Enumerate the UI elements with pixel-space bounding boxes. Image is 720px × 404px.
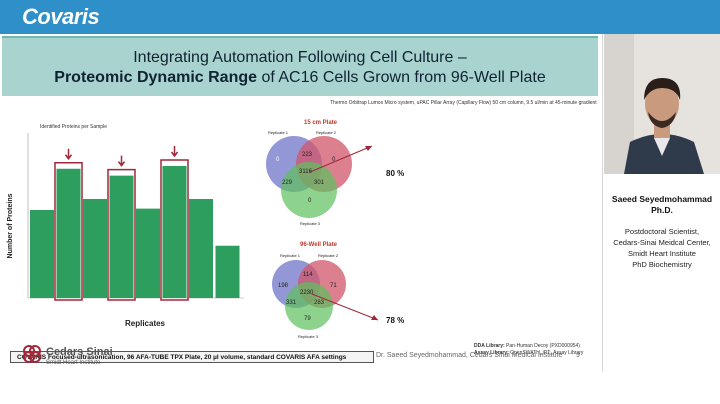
venn-bottom-right: 71 — [330, 283, 337, 289]
covaris-logo: Covaris — [22, 4, 100, 29]
venn-bottom-left: 198 — [278, 283, 289, 289]
slide-title-line1: Integrating Automation Following Cell Cu… — [133, 49, 467, 66]
venn-diagrams: 15 cm Plate Replicate 1 Replicate 2 0 22… — [266, 120, 404, 339]
speaker-video — [604, 34, 720, 174]
venn-bottom-rep2: Replicate 2 — [318, 253, 339, 258]
assay-library-label: Assay Library: — [474, 350, 509, 356]
venn-top-arrow — [309, 145, 373, 173]
venn-top-title: 15 cm Plate — [304, 120, 338, 126]
venn-top-bottom: 0 — [308, 198, 312, 204]
venn-bottom-topval: 114 — [303, 272, 313, 278]
venn-top-rep3: Replicate 3 — [300, 221, 321, 226]
slide-title-rest: of AC16 Cells Grown from 96-Well Plate — [257, 69, 546, 86]
speaker-role-3: Smidt Heart Institute — [628, 249, 696, 258]
assay-library-value: OpenSWATH_iRT_Assay Library — [510, 350, 584, 356]
slide-title-line2: Proteomic Dynamic Range of AC16 Cells Gr… — [2, 69, 598, 87]
speaker-role-2: Cedars-Sinai Meidcal Center, — [613, 238, 711, 247]
highlight-arrow — [170, 146, 179, 158]
venn-top-percent: 80 % — [386, 169, 404, 178]
institution-subtitle: Smidt Heart Institute — [46, 360, 101, 366]
speaker-name-line2: Ph.D. — [651, 205, 673, 215]
highlight-box — [160, 159, 189, 301]
venn-top-bl: 229 — [282, 180, 293, 186]
highlight-box — [54, 162, 83, 301]
venn-bottom-bottom: 79 — [304, 316, 311, 322]
speaker-role-4: PhD Biochemistry — [632, 260, 692, 269]
top-banner: Covaris — [0, 0, 720, 34]
slide-title-bold: Proteomic Dynamic Range — [54, 69, 258, 86]
venn-bottom-percent: 78 % — [386, 316, 404, 325]
x-axis-label: Replicates — [125, 319, 166, 328]
venn-bottom-center: 2230 — [300, 290, 314, 296]
venn-top-topval: 223 — [302, 152, 313, 158]
venn-top-arrowhead — [365, 146, 372, 151]
chart-bars — [27, 133, 244, 301]
venn-top-rep1: Replicate 1 — [268, 130, 289, 135]
venn-bottom-arrow — [311, 293, 379, 321]
chart-bar — [30, 210, 54, 298]
speaker-name: Saeed Seyedmohammad Ph.D. — [604, 194, 720, 216]
venn-top-center: 3116 — [299, 169, 313, 175]
bar-chart: Identified Proteins per Sample Number of… — [7, 124, 244, 328]
speaker-role-1: Postdoctoral Scientist, — [624, 227, 700, 236]
assay-library-line: Assay Library: OpenSWATH_iRT_Assay Libra… — [474, 350, 583, 357]
speaker-info: Saeed Seyedmohammad Ph.D. Postdoctoral S… — [604, 186, 720, 286]
chart-bar — [56, 168, 81, 298]
dda-library-value: Pan-Human Decoy (PXD000954) — [506, 343, 580, 349]
venn-top-right: 0 — [332, 157, 336, 163]
venn-bottom-br: 283 — [314, 300, 325, 306]
chart-bar — [162, 166, 187, 298]
institution-name: Cedars Sinai — [46, 346, 113, 358]
instrument-note: Thermo Orbitrap Lumos Micro system, uPAC… — [330, 100, 597, 106]
cedars-logo-icon — [23, 345, 41, 363]
protocol-box: COVARIS Focused-ultrasonication, 96 AFA-… — [10, 351, 374, 363]
highlight-arrow — [117, 155, 126, 167]
slide: Integrating Automation Following Cell Cu… — [0, 34, 603, 372]
dda-library-label: DDA Library: — [474, 343, 505, 349]
venn-bottom-rep3: Replicate 3 — [298, 334, 319, 339]
venn-bottom-bl: 331 — [286, 300, 297, 306]
highlight-box — [107, 168, 136, 301]
speaker-name-line1: Saeed Seyedmohammad — [611, 194, 713, 204]
chart-bar — [109, 175, 134, 298]
venn-top-br: 301 — [314, 180, 325, 186]
venn-bottom-rep1: Replicate 1 — [280, 253, 301, 258]
venn-bottom-arrowhead — [371, 315, 378, 320]
slide-footer: Dr. Saeed Seyedmohammad, Cedars Sinai Me… — [376, 352, 563, 359]
highlight-arrow — [64, 148, 73, 160]
venn-bottom-title: 96-Well Plate — [300, 242, 338, 248]
chart-caption: Identified Proteins per Sample — [40, 124, 107, 130]
dda-library-line: DDA Library: Pan-Human Decoy (PXD000954) — [474, 343, 583, 350]
chart-bar — [83, 199, 107, 298]
chart-bar — [215, 245, 240, 298]
library-info: DDA Library: Pan-Human Decoy (PXD000954)… — [474, 343, 583, 357]
speaker-role: Postdoctoral Scientist, Cedars-Sinai Mei… — [604, 226, 720, 270]
venn-top-left: 0 — [276, 157, 280, 163]
y-axis-label: Number of Proteins — [7, 193, 14, 258]
speaker-photo — [604, 34, 720, 174]
slide-title-box: Integrating Automation Following Cell Cu… — [2, 36, 598, 96]
chart-bar — [189, 199, 213, 298]
page-number: 9 — [576, 352, 580, 359]
venn-top-circle-3 — [281, 162, 337, 218]
venn-top-rep2: Replicate 2 — [316, 130, 337, 135]
venn-bottom-circle-3 — [285, 282, 333, 330]
chart-bar — [136, 208, 160, 298]
